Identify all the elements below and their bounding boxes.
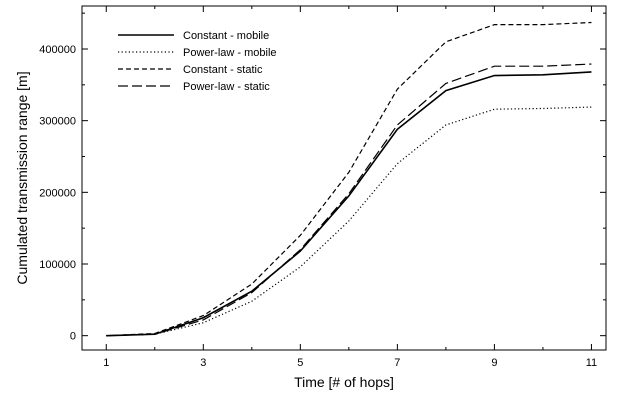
x-tick-label: 7 [394, 357, 400, 369]
y-axis-title: Cumulated transmission range [m] [14, 71, 30, 284]
legend-label: Constant - static [183, 64, 263, 76]
series-line [106, 21, 592, 337]
legend: Constant - mobile Power-law - mobile Const… [118, 30, 277, 93]
y-tick-label: 400000 [39, 44, 76, 56]
legend-label: Power-law - static [183, 81, 270, 93]
series-line [106, 71, 592, 337]
x-tick-label: 3 [200, 357, 206, 369]
series-line [106, 106, 592, 337]
y-tick-label: 200000 [39, 187, 76, 199]
x-tick-labels: 1 3 5 7 9 11 [103, 357, 597, 369]
axis-ticks [82, 6, 606, 350]
legend-label: Constant - mobile [183, 30, 269, 42]
x-tick-label: 9 [491, 357, 497, 369]
x-tick-label: 5 [297, 357, 303, 369]
series-line [106, 63, 592, 337]
series-lines [106, 21, 592, 337]
plot-frame [81, 5, 607, 351]
legend-label: Power-law - mobile [183, 47, 277, 59]
x-tick-label: 1 [103, 357, 109, 369]
x-axis-title: Time [# of hops] [294, 374, 394, 390]
y-tick-label: 0 [70, 331, 76, 343]
y-tick-labels: 0 100000 200000 300000 400000 [39, 44, 76, 343]
x-tick-label: 11 [586, 357, 597, 369]
y-tick-label: 300000 [39, 116, 76, 128]
y-tick-label: 100000 [39, 259, 76, 271]
